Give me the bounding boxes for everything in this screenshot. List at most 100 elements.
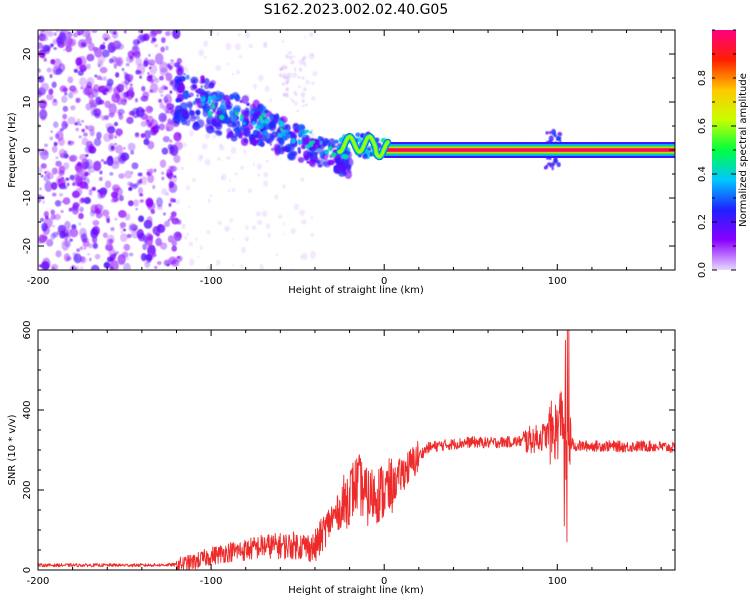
spectrogram-cell bbox=[58, 148, 67, 158]
spectrogram-cell bbox=[77, 70, 84, 76]
spectrogram-cell bbox=[243, 138, 248, 144]
spectrogram-cell bbox=[309, 31, 314, 38]
spectrogram-cell bbox=[270, 147, 275, 151]
spectrogram-cell bbox=[192, 122, 200, 130]
spectrogram-cell bbox=[126, 116, 134, 125]
spectrogram-cell bbox=[360, 133, 364, 138]
spectrogram-cell bbox=[288, 152, 296, 161]
spectrogram-cell bbox=[268, 98, 273, 103]
spectrogram-cell bbox=[87, 146, 94, 153]
spectrogram-cell bbox=[114, 122, 119, 126]
spectrogram-cell bbox=[161, 84, 167, 90]
spectrogram-cell bbox=[50, 213, 56, 221]
spectrogram-cell bbox=[113, 31, 117, 35]
spectrogram-cell bbox=[38, 148, 47, 156]
spectrogram-cell bbox=[355, 132, 361, 137]
spectrogram-cell bbox=[39, 187, 42, 191]
spectrogram-cell bbox=[208, 96, 212, 100]
spectrogram-cell bbox=[265, 124, 270, 130]
spectrogram-cell bbox=[53, 47, 57, 50]
colorbar-tick-label: 0.6 bbox=[697, 118, 708, 134]
spectrogram-cell bbox=[55, 250, 62, 258]
spectrogram-cell bbox=[123, 243, 131, 251]
spectrogram-cell bbox=[234, 43, 241, 51]
spectrogram-cell bbox=[200, 101, 205, 106]
spectrogram-cell bbox=[285, 80, 289, 85]
spectrogram-cell bbox=[299, 209, 306, 216]
spectrogram-cell bbox=[197, 255, 200, 259]
spectrogram-cell bbox=[258, 135, 264, 142]
spectrogram-cell bbox=[208, 88, 212, 91]
spectrogram-cell bbox=[75, 97, 81, 104]
spectrogram-cell bbox=[300, 255, 304, 260]
spectrogram-cell bbox=[64, 220, 71, 230]
spectrogram-cell bbox=[252, 162, 256, 167]
spectrogram-cell bbox=[166, 126, 170, 132]
spectrogram-cell bbox=[188, 107, 193, 112]
spectrogram-cell bbox=[265, 223, 270, 229]
spectrogram-cell bbox=[217, 110, 222, 115]
spectrogram-cell bbox=[142, 91, 150, 99]
spectrogram-cell bbox=[203, 56, 207, 59]
spectrogram-cell bbox=[108, 112, 115, 118]
spectrogram-cell bbox=[49, 74, 53, 79]
spectrogram-cell bbox=[76, 248, 80, 253]
spectrogram-cell bbox=[146, 169, 150, 172]
spectrogram-cell bbox=[111, 92, 121, 103]
spectrogram-cell bbox=[161, 176, 165, 181]
spectrogram-cell bbox=[194, 115, 200, 120]
spectrogram-cell bbox=[344, 170, 352, 179]
spectrogram-cell bbox=[265, 159, 269, 163]
spectrogram-cell bbox=[118, 195, 124, 202]
spectrogram-cell bbox=[252, 114, 255, 118]
spectrogram-cell bbox=[160, 171, 165, 175]
spectrogram-cell bbox=[258, 114, 264, 121]
snr-xtick-label: 100 bbox=[548, 576, 567, 587]
spectrogram-cell bbox=[255, 125, 261, 130]
spectrogram-cell bbox=[203, 40, 209, 47]
spectrogram-cell bbox=[102, 32, 110, 41]
spectrogram-cell bbox=[339, 138, 343, 142]
snr-ytick-label: 600 bbox=[22, 320, 33, 339]
spectrogram-cell bbox=[43, 57, 47, 62]
spectrogram-cell bbox=[88, 190, 93, 196]
spectrogram-cell bbox=[287, 50, 293, 55]
spectrogram-cell bbox=[64, 91, 68, 96]
spectrogram-cell bbox=[162, 136, 170, 143]
spectrogram-cell bbox=[167, 118, 172, 125]
spectrogram-cell bbox=[91, 186, 96, 192]
spectrogram-cell bbox=[185, 74, 190, 80]
spectrogram-cell bbox=[151, 30, 159, 36]
spectrogram-cell bbox=[168, 62, 176, 68]
spectrogram-cell bbox=[154, 52, 164, 65]
spectrogram-cell bbox=[110, 226, 115, 232]
spectrogram-cell bbox=[166, 103, 171, 109]
spectrogram-cell bbox=[84, 36, 93, 45]
spectrogram-cell bbox=[38, 167, 43, 173]
spectrogram-cell bbox=[74, 173, 80, 179]
spectrogram-cell bbox=[286, 143, 295, 154]
colorbar-tick-label: 0.2 bbox=[697, 214, 708, 230]
spectrogram-cell bbox=[50, 130, 53, 133]
spectrogram-cell bbox=[72, 88, 79, 94]
spectrogram-cell bbox=[66, 256, 72, 261]
spectrogram-cell bbox=[232, 264, 235, 267]
spectrogram-cell bbox=[44, 180, 53, 192]
spectrogram-cell bbox=[73, 253, 82, 264]
spectrogram-cell bbox=[149, 63, 158, 75]
colorbar-tick-label: 0.4 bbox=[697, 166, 708, 182]
spectrogram-cell bbox=[304, 129, 310, 134]
spectrogram-cell bbox=[44, 217, 53, 229]
spectrogram-cell bbox=[124, 79, 130, 85]
spectrogram-cell bbox=[238, 54, 243, 59]
spectrogram-cell bbox=[303, 87, 307, 92]
spectrogram-cell bbox=[138, 215, 145, 223]
spectrogram-cell bbox=[178, 31, 182, 36]
spectrogram-cell bbox=[152, 184, 156, 190]
spectrogram-cell bbox=[58, 170, 65, 176]
spectrogram-cell bbox=[165, 45, 169, 51]
snr-xtick-label: -100 bbox=[200, 576, 223, 587]
spectrogram-cell bbox=[102, 232, 108, 239]
spectrogram-cell bbox=[162, 212, 166, 216]
spectrogram-cell bbox=[288, 55, 293, 60]
